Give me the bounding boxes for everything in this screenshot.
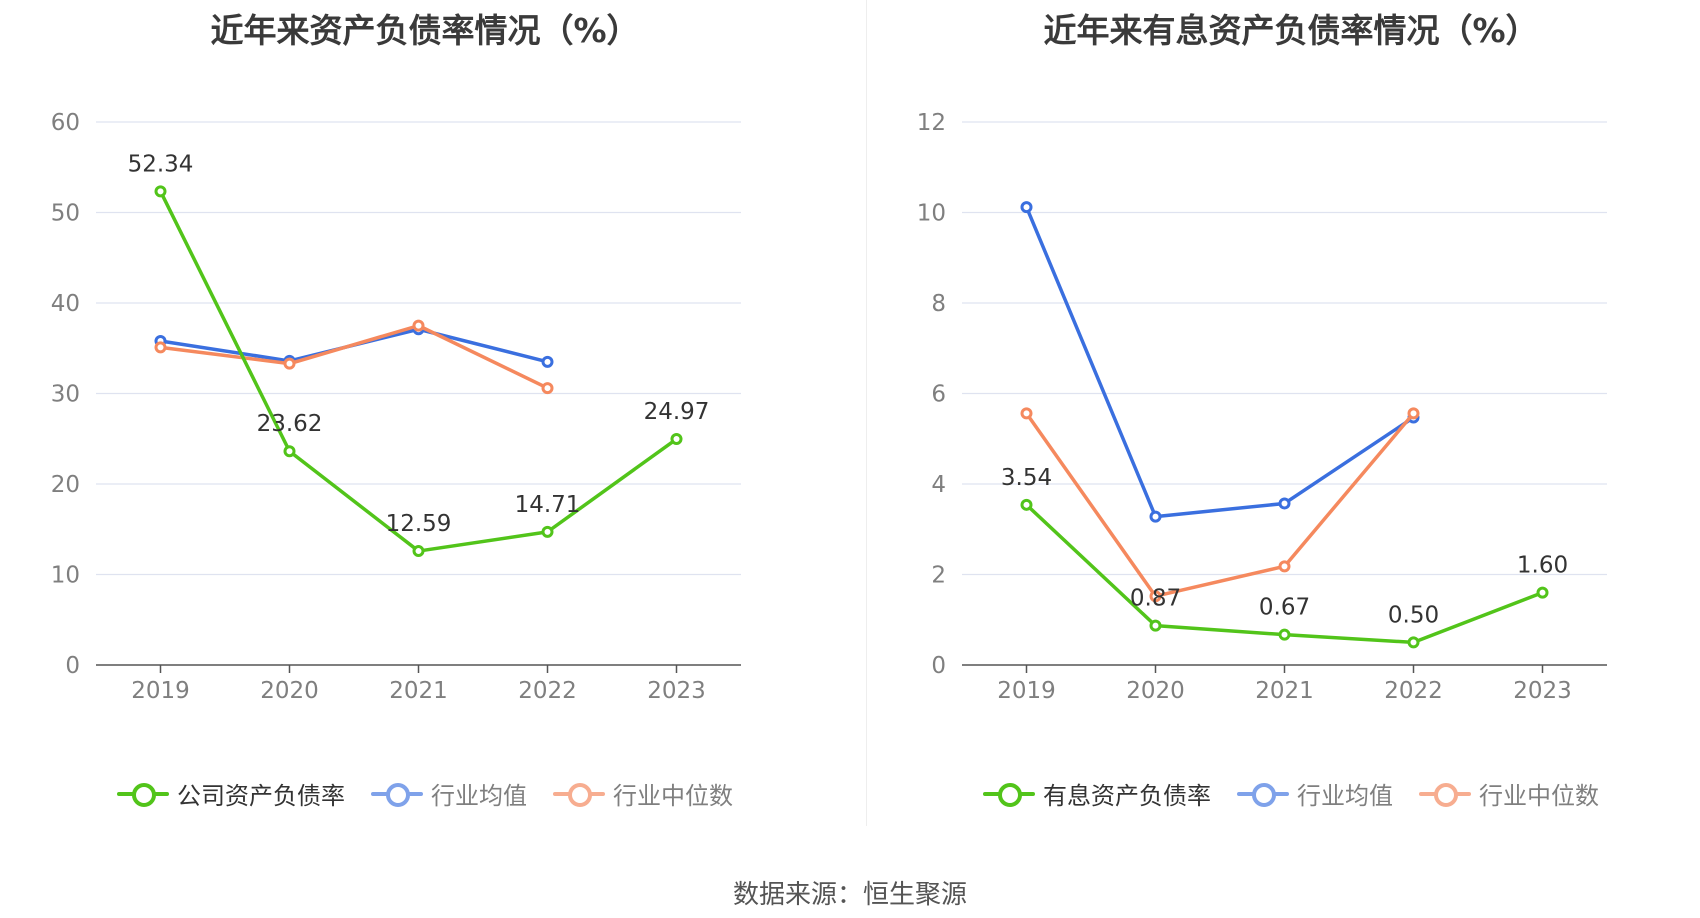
x-tick-label: 2023 [647,678,706,704]
data-label: 12.59 [386,511,452,537]
data-label: 0.87 [1130,586,1181,612]
data-point [1407,636,1420,649]
data-label: 0.67 [1259,595,1310,621]
data-point [154,341,167,354]
legend-item[interactable]: 公司资产负债率 [117,776,345,811]
right-chart-legend: 有息资产负债率 行业均值 行业中位数 [866,776,1700,811]
x-tick-label: 2023 [1513,678,1572,704]
legend-label: 行业中位数 [613,782,733,810]
legend-swatch [983,781,1035,807]
x-tick-label: 2021 [1255,678,1314,704]
legend-label: 有息资产负债率 [1043,782,1211,810]
legend-label: 公司资产负债率 [177,782,345,810]
legend-item[interactable]: 行业均值 [371,776,527,811]
right-chart-panel: 近年来有息资产负债率情况（%） 0 2 4 6 8 10 12 2019 2020 2021 202… [866,0,1700,830]
y-tick-label: 40 [51,291,80,317]
data-point [412,319,425,332]
data-point [1278,628,1291,641]
left-chart-panel: 近年来资产负债率情况（%） 0 10 20 30 40 50 60 2019 2020 2021 2… [0,0,850,830]
legend-label: 行业均值 [431,782,527,810]
left-chart-plot: 0 10 20 30 40 50 60 2019 2020 2021 2022 2023 52.34 23… [51,110,741,704]
data-point [1020,407,1033,420]
y-tick-label: 30 [51,382,80,408]
x-tick-label: 2019 [997,678,1056,704]
x-tick-label: 2021 [389,678,448,704]
data-point [670,433,683,446]
data-point [541,382,554,395]
y-tick-label: 10 [51,563,80,589]
data-label: 14.71 [515,492,581,518]
data-point [412,545,425,558]
legend-item[interactable]: 有息资产负债率 [983,776,1211,811]
legend-item[interactable]: 行业中位数 [1419,776,1599,811]
y-tick-label: 4 [931,472,946,498]
data-point [1278,560,1291,573]
data-label: 52.34 [128,151,194,177]
data-point [1149,619,1162,632]
legend-swatch [1237,781,1289,807]
data-point [541,355,554,368]
series-line [158,190,678,553]
data-point [1278,497,1291,510]
data-source: 数据来源：恒生聚源 [732,880,967,910]
y-tick-label: 0 [65,653,80,679]
chart-title: 近年来资产负债率情况（%） [210,11,640,50]
data-point [283,357,296,370]
legend-swatch [371,781,423,807]
data-point [541,525,554,538]
panel-divider [866,0,867,826]
x-tick-label: 2019 [131,678,190,704]
legend-swatch [117,781,169,807]
legend-label: 行业中位数 [1479,782,1599,810]
data-point [1020,498,1033,511]
x-tick-label: 2020 [260,678,319,704]
data-point [1020,201,1033,214]
x-tick-label: 2020 [1126,678,1185,704]
series-line [1025,412,1415,598]
data-label: 24.97 [644,399,710,425]
legend-swatch [1419,781,1471,807]
y-tick-label: 8 [931,291,946,317]
y-tick-label: 12 [917,110,946,136]
legend-item[interactable]: 行业中位数 [553,776,733,811]
legend-swatch [553,781,605,807]
left-chart-legend: 公司资产负债率 行业均值 行业中位数 [0,776,850,811]
data-point [1536,586,1549,599]
data-point [1149,510,1162,523]
legend-item[interactable]: 行业均值 [1237,776,1393,811]
legend-label: 行业均值 [1297,782,1393,810]
x-tick-label: 2022 [1384,678,1443,704]
chart-title: 近年来有息资产负债率情况（%） [1043,11,1539,50]
data-label: 1.60 [1517,553,1568,579]
data-label: 3.54 [1001,465,1052,491]
y-tick-label: 6 [931,382,946,408]
y-tick-label: 0 [931,653,946,679]
y-tick-label: 2 [931,563,946,589]
y-tick-label: 20 [51,472,80,498]
data-point [1149,590,1162,603]
data-point [283,445,296,458]
data-point [154,185,167,198]
y-tick-label: 10 [917,201,946,227]
data-label: 23.62 [257,411,323,437]
series-line [160,323,549,390]
data-label: 0.50 [1388,602,1439,628]
y-tick-label: 50 [51,201,80,227]
y-tick-label: 60 [51,110,80,136]
data-point [1407,407,1420,420]
series-line [1024,206,1415,519]
x-tick-label: 2022 [518,678,577,704]
right-chart-plot: 0 2 4 6 8 10 12 2019 2020 2021 2022 2023 3.54 0.87 0.6… [917,110,1607,704]
